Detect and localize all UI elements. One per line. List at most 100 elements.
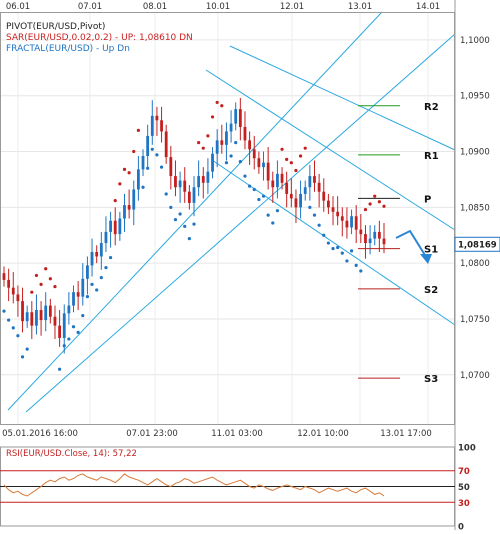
candle-body (174, 176, 177, 187)
candle-body (3, 273, 6, 280)
candle-body (58, 326, 61, 338)
sar-dot (155, 153, 158, 156)
sar-dot (169, 206, 172, 209)
candle-body (322, 192, 325, 201)
sar-dot (192, 222, 195, 225)
sar-dot (67, 337, 70, 340)
top-date-label: 07.01 (78, 2, 102, 12)
candle-body (336, 212, 339, 216)
candle-body (304, 187, 307, 194)
sar-dot (202, 147, 205, 150)
candle-body (327, 201, 330, 208)
sar-dot (313, 214, 316, 217)
candle-body (123, 205, 126, 218)
sar-dot (336, 246, 339, 249)
sar-dot (294, 169, 297, 172)
sar-dot (234, 141, 237, 144)
candle-body (225, 131, 228, 144)
sar-dot (243, 174, 246, 177)
y-tick-label: 1,0750 (460, 315, 490, 325)
candle-body (230, 124, 233, 132)
candle-body (281, 174, 284, 183)
candle-body (350, 216, 353, 227)
candle-body (276, 174, 279, 187)
sar-dot (322, 234, 325, 237)
indicator-legend-item: PIVOT(EUR/USD,Pivot) (6, 22, 105, 33)
candle-body (17, 294, 20, 301)
sar-dot (220, 104, 223, 107)
sar-dot (262, 195, 265, 198)
candle-body (308, 176, 311, 187)
candle-body (109, 221, 112, 232)
sar-dot (151, 148, 154, 151)
candle-body (160, 120, 163, 131)
candle-body (95, 252, 98, 256)
sar-dot (359, 269, 362, 272)
candle-body (369, 239, 372, 243)
candle-body (114, 221, 117, 234)
sar-dot (49, 277, 52, 280)
sar-dot (183, 225, 186, 228)
candle-body (67, 306, 70, 314)
candle-body (44, 306, 47, 321)
candle-body (72, 292, 75, 305)
candle-body (299, 194, 302, 207)
rsi-label: RSI(EUR/USD.Close, 14): 57,22 (6, 449, 137, 459)
current-price-label: 1,08169 (458, 240, 497, 250)
pivot-label: S3 (424, 374, 438, 385)
y-tick-label: 1,0850 (460, 203, 490, 213)
candle-body (12, 288, 15, 295)
candle-body (35, 310, 38, 326)
candle-body (234, 109, 237, 124)
candle-body (7, 280, 10, 288)
candle-body (49, 306, 52, 317)
sar-dot (206, 134, 209, 137)
pivot-label: S2 (424, 285, 438, 296)
candle-body (364, 234, 367, 243)
sar-dot (165, 192, 168, 195)
y-tick-label: 1,0950 (460, 92, 490, 102)
candle-body (262, 163, 265, 167)
sar-dot (90, 283, 93, 286)
candle-body (341, 216, 344, 220)
candle-body (179, 181, 182, 188)
bottom-date-label: 07.01 23:00 (126, 429, 178, 439)
sar-dot (364, 208, 367, 211)
sar-dot (188, 237, 191, 240)
candle-body (373, 232, 376, 239)
candle-body (244, 127, 247, 140)
sar-dot (267, 214, 270, 217)
candle-body (378, 232, 381, 239)
sar-dot (368, 202, 371, 205)
sar-dot (81, 314, 84, 317)
sar-dot (30, 291, 33, 294)
candle-body (202, 176, 205, 183)
sar-dot (229, 154, 232, 157)
candle-body (146, 136, 149, 156)
sar-dot (290, 161, 293, 164)
candle-body (383, 239, 386, 245)
candle-body (257, 158, 260, 167)
rsi-level-label: 30 (458, 499, 470, 509)
candle-body (100, 243, 103, 256)
candle-body (253, 149, 256, 158)
indicator-legend-item: FRACTAL(EUR/USD) - Up Dn (6, 44, 130, 55)
sar-dot (216, 101, 219, 104)
sar-dot (327, 241, 330, 244)
candle-body (63, 313, 66, 338)
candle-body (21, 301, 24, 321)
sar-dot (318, 224, 321, 227)
sar-dot (118, 182, 121, 185)
sar-dot (104, 266, 107, 269)
candle-body (156, 116, 159, 120)
pivot-label: R1 (424, 151, 439, 162)
candle-body (332, 207, 335, 211)
sar-dot (100, 276, 103, 279)
sar-dot (345, 259, 348, 262)
candle-body (248, 140, 251, 149)
sar-dot (276, 209, 279, 212)
candle-body (91, 252, 94, 265)
sar-dot (26, 347, 29, 350)
sar-dot (21, 355, 24, 358)
